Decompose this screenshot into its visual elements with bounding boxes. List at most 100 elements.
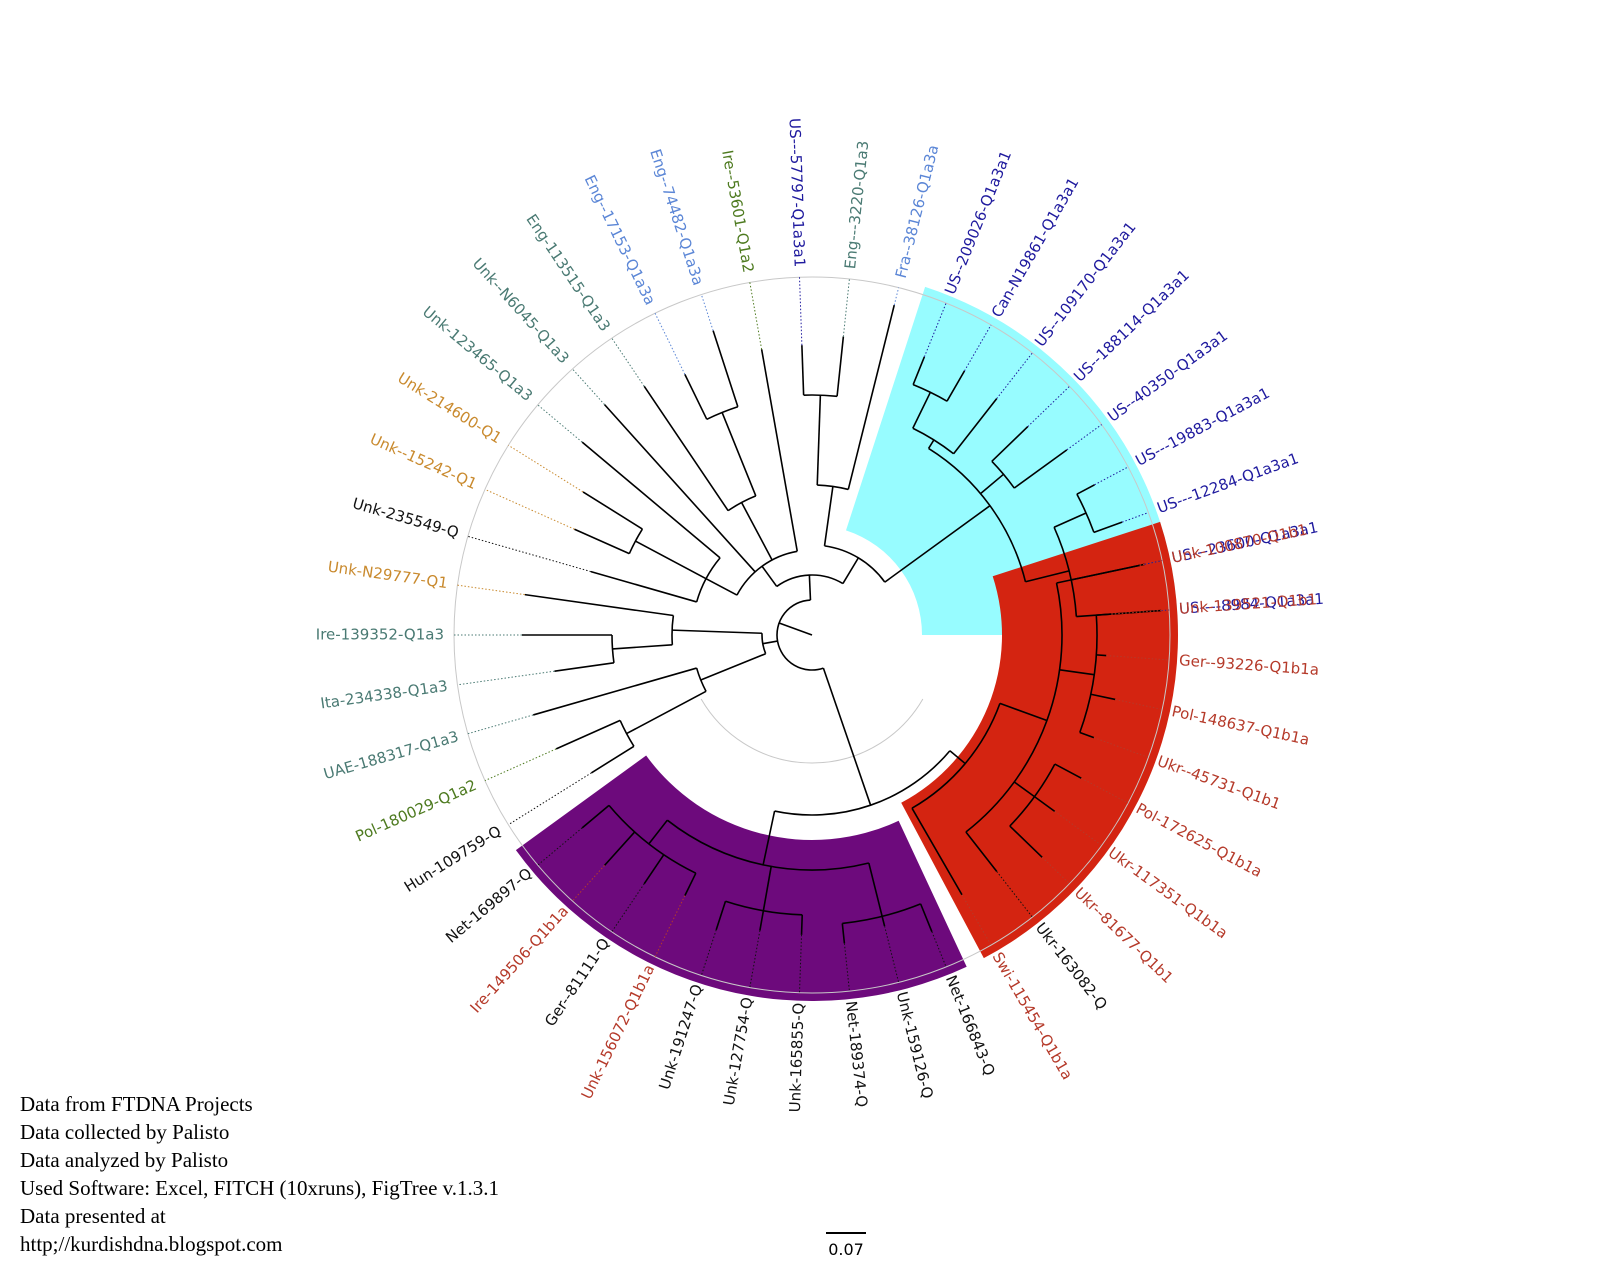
branch-line (626, 690, 707, 735)
leaf-connector (508, 772, 592, 826)
leaf-connector (1106, 655, 1170, 661)
leaf-label: Net-169897-Q (442, 864, 535, 946)
leaf-label: Unk-127754-Q (720, 996, 757, 1107)
leaf-label: Ita-234338-Q1a3 (319, 677, 448, 713)
leaf-connector (484, 488, 575, 530)
branch-line (1059, 669, 1095, 676)
leaf-connector (537, 404, 583, 443)
branch-line (919, 903, 933, 932)
branch-line (715, 901, 727, 931)
leaf-label: Pol-148637-Q1b1a (1170, 702, 1311, 749)
leaf-connector (537, 827, 583, 866)
leaf-connector (1161, 609, 1170, 612)
branch-line (648, 819, 668, 845)
leaf-label: Ger--81111-Q (541, 935, 613, 1030)
branch-line (980, 473, 1005, 495)
branch-line (684, 872, 697, 897)
leaf-connector (1027, 385, 1070, 427)
branch-arc (727, 495, 757, 512)
branch-line (868, 862, 883, 917)
leaf-connector (961, 894, 992, 946)
branch-line (1079, 731, 1095, 739)
branch-line (884, 505, 991, 583)
leaf-connector (1121, 512, 1149, 523)
branch-line (912, 356, 926, 385)
branch-line (822, 667, 872, 806)
leaf-label: Unk-165855-Q (786, 1002, 808, 1112)
leaf-label: Unk-214600-Q1 (394, 369, 505, 447)
leaf-label: Eng--17153-Q1a3a (581, 172, 660, 308)
leaf-connector (1066, 424, 1102, 451)
leaf-label: Pol-180029-Q1a2 (353, 776, 480, 846)
leaf-connector (654, 895, 686, 957)
leaf-label: Unk-N29777-Q1 (327, 558, 449, 593)
branch-arc (824, 545, 886, 583)
branch-line (1013, 781, 1035, 798)
branch-arc (671, 615, 675, 645)
branch-line (1025, 570, 1070, 583)
branch-line (684, 373, 708, 420)
branch-line (991, 426, 1029, 462)
leaf-label: Ger--93226-Q1b1a (1179, 651, 1320, 679)
branch-arc (761, 633, 767, 655)
leaf-label: Unk-191247-Q (655, 982, 706, 1092)
scale-bar-line (826, 1232, 866, 1234)
leaf-connector (700, 929, 717, 976)
leaf-connector (893, 287, 900, 306)
branch-line (965, 831, 998, 872)
branch-line (591, 745, 635, 774)
leaf-label: Unk-159126-Q (893, 990, 937, 1101)
credit-line: Data analyzed by Palisto (20, 1148, 229, 1172)
branch-line (761, 565, 778, 587)
branch-arc (912, 383, 948, 402)
branch-line (581, 441, 721, 559)
branch-arc (776, 599, 824, 671)
branch-line (700, 652, 766, 681)
branch-line (672, 629, 763, 635)
leaf-connector (484, 748, 557, 782)
leaf-connector (457, 670, 555, 686)
branch-line (762, 866, 772, 911)
branch-line (847, 304, 896, 490)
scale-bar: 0.07 (826, 1232, 866, 1259)
leaf-label: Net-189374-Q (842, 1000, 871, 1108)
leaf-connector (1144, 560, 1163, 565)
credit-line: Data collected by Palisto (20, 1120, 230, 1144)
leaf-connector (467, 535, 592, 573)
branch-line (635, 540, 707, 580)
branch-line (1013, 449, 1068, 489)
branch-line (836, 336, 845, 397)
leaf-label: US---12284-Q1a3a1 (1155, 449, 1301, 517)
leaf-connector (654, 313, 686, 375)
branch-arc (619, 720, 635, 747)
branch-arc (628, 528, 644, 554)
leaf-connector (611, 883, 645, 933)
leaf-connector (572, 368, 605, 405)
branch-line (912, 391, 932, 429)
branch-line (574, 528, 630, 555)
leaf-label: Unk-235549-Q (351, 494, 461, 542)
branch-line (1090, 693, 1116, 701)
leaf-connector (508, 444, 584, 493)
credits-block: Data from FTDNA Projects Data collected … (20, 1090, 499, 1258)
branch-line (952, 398, 998, 455)
leaf-label: Ire--53601-Q1a2 (718, 149, 757, 274)
branch-line (927, 439, 935, 449)
credit-line: Data presented at (20, 1204, 166, 1228)
branch-line (946, 370, 966, 402)
branch-line (1009, 825, 1043, 858)
leaf-connector (1094, 466, 1129, 486)
branch-line (705, 577, 738, 596)
branch-arc (774, 750, 951, 816)
branch-line (1053, 512, 1087, 528)
branches (454, 277, 1170, 993)
leaf-connector (1139, 560, 1163, 566)
branch-line (740, 502, 773, 561)
leaf-label: Ire-139352-Q1a3 (316, 626, 444, 644)
leaf-label: Unk-100870-Q1b1 (1170, 520, 1309, 566)
leaf-connector (799, 934, 803, 993)
branch-line (881, 916, 886, 927)
clade-highlights (515, 286, 1178, 1002)
leaf-label: Ukr--45731-Q1b1 (1155, 752, 1283, 813)
